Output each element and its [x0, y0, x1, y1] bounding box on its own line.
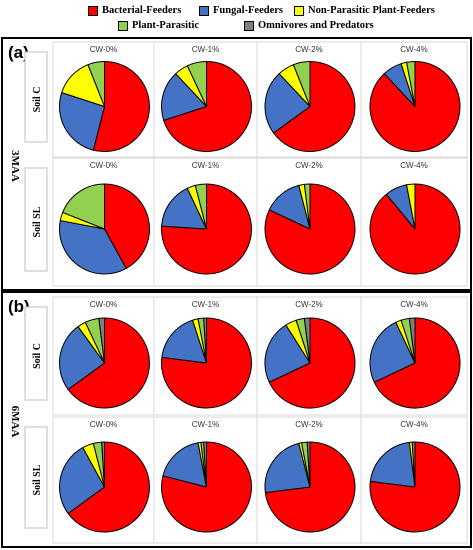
pie-slice — [406, 61, 416, 107]
pie-slice — [59, 447, 105, 514]
legend-swatch — [199, 5, 209, 16]
column-label: CW-1% — [192, 300, 219, 309]
panel-frame — [1, 37, 472, 291]
panel-frame — [1, 291, 472, 548]
pie-slice — [306, 441, 311, 488]
soil-label-box — [24, 426, 48, 529]
soil-label: Soil SL — [32, 206, 43, 237]
soil-label-box — [24, 306, 48, 401]
pie-slice — [163, 61, 252, 152]
legend-swatch — [88, 5, 98, 16]
pie-slice — [59, 92, 105, 151]
legend-item: Bacterial-Feeders — [88, 5, 181, 16]
pie-slice — [203, 441, 207, 488]
soil-label: Soil C — [32, 87, 43, 113]
pie-slice — [87, 61, 105, 107]
soil-label-box — [24, 51, 48, 143]
pie-slice — [67, 317, 150, 409]
legend-item: Omnivores and Predators — [244, 20, 374, 31]
column-label: CW-2% — [295, 161, 322, 170]
pie-slice — [161, 319, 207, 364]
column-label: CW-2% — [295, 420, 322, 429]
pie-slice — [67, 441, 150, 533]
column-label: CW-4% — [400, 300, 427, 309]
pie-slice — [369, 441, 416, 488]
pie-slice — [186, 61, 207, 107]
legend-swatch — [294, 5, 304, 16]
legend-swatch — [118, 20, 128, 31]
legend-label: Fungal-Feeders — [213, 5, 283, 16]
column-label: CW-1% — [192, 45, 219, 54]
pie-slice — [92, 61, 150, 152]
pie-slice — [203, 317, 207, 364]
pie-slice — [160, 441, 252, 533]
pie-slice — [264, 442, 311, 494]
pie-slice — [194, 183, 207, 230]
pie-slice — [292, 61, 311, 107]
soil-label-box — [24, 167, 48, 272]
legend-label: Bacterial-Feeders — [102, 5, 182, 16]
pie-slice — [161, 187, 207, 230]
column-label: CW-4% — [400, 45, 427, 54]
time-label: 3MAA — [9, 150, 21, 182]
soil-label: Soil SL — [32, 464, 43, 495]
column-label: CW-1% — [192, 420, 219, 429]
pie-slice — [373, 317, 461, 409]
soil-label: Soil C — [32, 343, 43, 369]
pie-slice — [411, 441, 416, 488]
pie-slice — [59, 326, 105, 390]
pie-slice — [303, 317, 311, 364]
pie-slice — [369, 321, 416, 383]
pie-slice — [273, 61, 356, 152]
pie-slice — [161, 73, 207, 121]
pie-slice — [98, 317, 105, 364]
column-label: CW-2% — [295, 45, 322, 54]
legend-item: Plant-Parasitic — [118, 20, 199, 31]
pie-slice — [408, 317, 416, 364]
column-label: CW-1% — [192, 161, 219, 170]
legend-label: Non-Parasitic Plant-Feeders — [308, 5, 435, 16]
legend-label: Omnivores and Predators — [258, 20, 374, 31]
pie-slice — [264, 324, 311, 383]
pie-slice — [303, 183, 311, 230]
time-label: 6MAA — [9, 406, 21, 438]
pie-slice — [160, 317, 252, 409]
column-label: CW-4% — [400, 161, 427, 170]
column-label: CW-0% — [90, 300, 117, 309]
legend-item: Fungal-Feeders — [199, 5, 283, 16]
panel-label: (b) — [8, 297, 30, 316]
pie-slice — [268, 317, 356, 409]
column-label: CW-0% — [90, 161, 117, 170]
legend: Bacterial-Feeders Fungal-Feeders Non-Paras… — [0, 0, 473, 36]
pie-slice — [264, 73, 311, 134]
panel-label: (a) — [8, 43, 29, 62]
pie-slice — [59, 220, 127, 275]
pie-slice — [104, 183, 150, 269]
pie-slice — [62, 183, 105, 230]
column-label: CW-0% — [90, 420, 117, 429]
legend-label: Plant-Parasitic — [132, 20, 200, 31]
legend-swatch — [244, 20, 254, 31]
pie-slice — [162, 442, 207, 488]
pie-slice — [101, 441, 105, 488]
column-label: CW-0% — [90, 45, 117, 54]
column-label: CW-4% — [400, 420, 427, 429]
pie-slice — [406, 183, 416, 230]
pie-slice — [369, 441, 461, 533]
column-label: CW-2% — [295, 300, 322, 309]
legend-item: Non-Parasitic Plant-Feeders — [294, 5, 435, 16]
